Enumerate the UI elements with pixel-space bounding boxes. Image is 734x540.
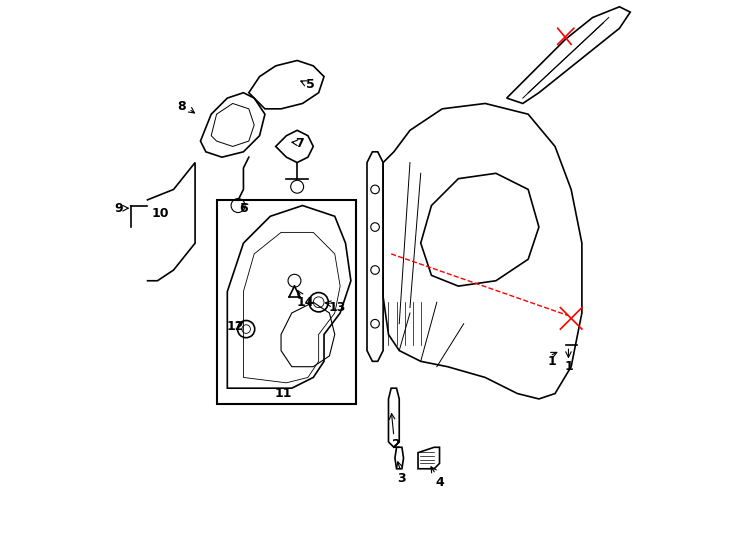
Text: 10: 10 bbox=[151, 207, 169, 220]
Text: 4: 4 bbox=[435, 476, 444, 489]
Text: 5: 5 bbox=[306, 78, 315, 91]
Text: 6: 6 bbox=[239, 202, 248, 215]
Text: 8: 8 bbox=[178, 100, 186, 113]
Text: 9: 9 bbox=[114, 202, 123, 215]
Text: 14: 14 bbox=[297, 296, 314, 309]
Text: 11: 11 bbox=[275, 387, 292, 400]
Text: 13: 13 bbox=[329, 301, 346, 314]
Bar bbox=[217, 200, 356, 404]
Text: 1: 1 bbox=[548, 355, 556, 368]
Text: 1: 1 bbox=[564, 360, 573, 373]
Text: 3: 3 bbox=[398, 472, 406, 485]
Text: 7: 7 bbox=[296, 137, 304, 150]
Text: 2: 2 bbox=[392, 438, 401, 451]
Text: 12: 12 bbox=[227, 320, 244, 333]
